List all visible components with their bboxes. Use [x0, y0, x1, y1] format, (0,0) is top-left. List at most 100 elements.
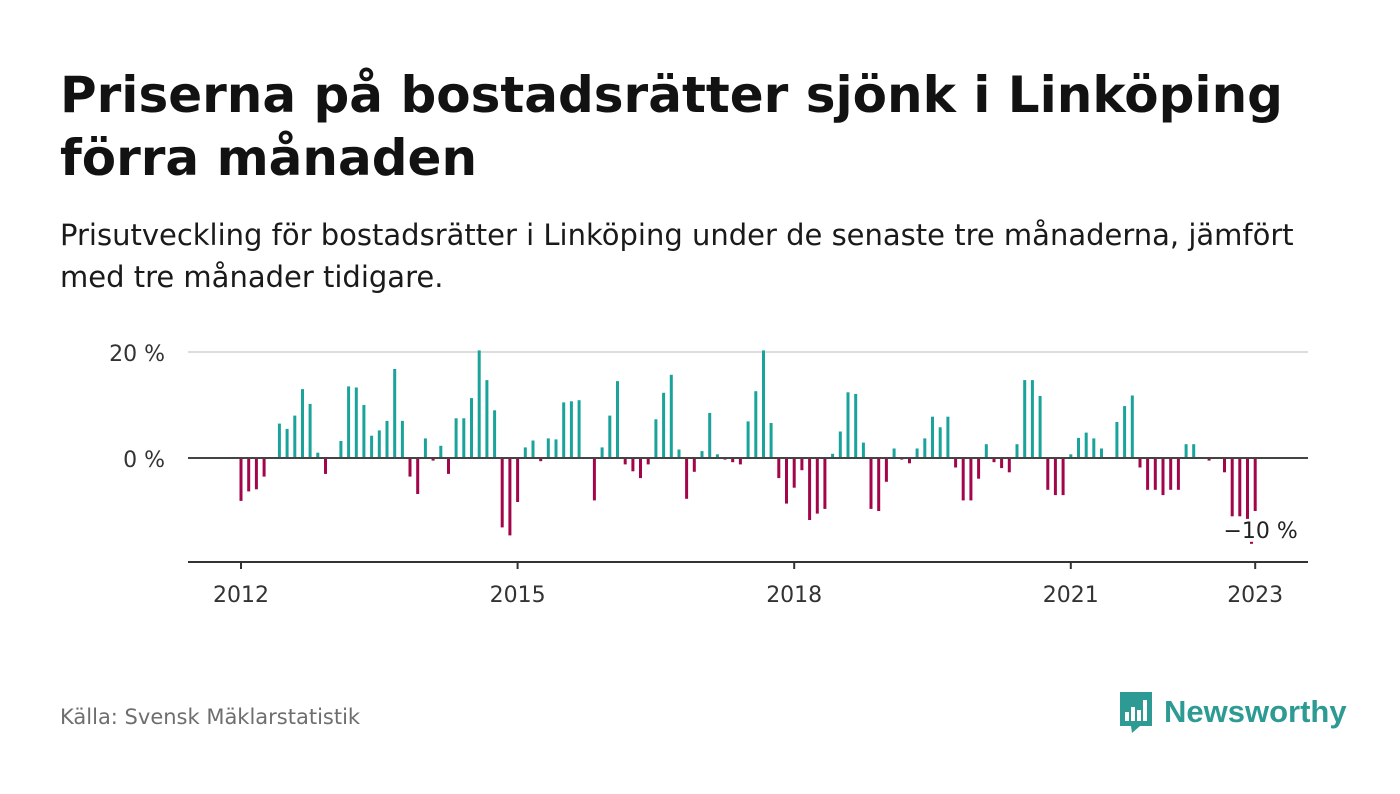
y-tick-label: 20 %	[109, 342, 165, 367]
bar	[769, 423, 773, 458]
bar	[831, 453, 835, 458]
x-tick-label: 2018	[766, 583, 822, 608]
bar	[1007, 458, 1011, 473]
bar	[738, 458, 742, 465]
bar	[592, 458, 596, 501]
bar	[262, 458, 266, 477]
bar	[1077, 437, 1080, 458]
bars	[239, 350, 1257, 536]
bar	[992, 458, 996, 463]
bar	[324, 458, 327, 474]
bar	[477, 350, 481, 458]
bar	[654, 419, 658, 458]
bar	[846, 392, 850, 458]
bar	[408, 458, 412, 477]
bar	[539, 458, 543, 462]
bar	[731, 458, 735, 463]
bar	[285, 428, 289, 458]
y-tick-label: 0 %	[123, 448, 165, 473]
bar	[493, 410, 497, 458]
bar	[423, 438, 427, 458]
bar	[1053, 458, 1057, 496]
bar	[700, 451, 704, 458]
bar	[516, 458, 520, 502]
bar	[454, 418, 458, 459]
bar	[815, 458, 819, 514]
bar	[915, 448, 919, 458]
annotation-label: −10 %	[1224, 519, 1298, 544]
bar	[869, 458, 873, 509]
bar	[715, 454, 719, 458]
bar	[1030, 380, 1034, 458]
bar	[754, 391, 758, 458]
source-credit: Källa: Svensk Mäklarstatistik	[60, 705, 361, 729]
bar	[854, 393, 858, 458]
bar	[354, 387, 358, 458]
bar	[447, 458, 450, 474]
bar	[562, 402, 566, 458]
bar	[1046, 458, 1050, 490]
bar	[746, 421, 750, 458]
bar	[400, 420, 404, 458]
bar	[616, 381, 619, 458]
bar	[1192, 444, 1196, 458]
bar	[662, 392, 666, 458]
annotation: −10 %	[1224, 519, 1298, 544]
bar	[646, 458, 650, 465]
bar	[554, 439, 558, 458]
bar	[1153, 458, 1157, 490]
chart-subtitle: Prisutveckling för bostadsrätter i Linkö…	[60, 218, 1294, 294]
bar	[254, 458, 258, 490]
bar	[385, 420, 389, 458]
bar	[508, 458, 512, 536]
bar	[1146, 458, 1150, 490]
bar	[1207, 458, 1211, 461]
bar	[1138, 458, 1142, 468]
bar	[800, 458, 804, 471]
bar	[984, 444, 988, 458]
bar	[1092, 438, 1096, 458]
bar	[954, 458, 958, 468]
x-tick-label: 2023	[1227, 583, 1283, 608]
bar	[577, 400, 581, 458]
bar	[569, 401, 573, 458]
brand-name: Newsworthy	[1164, 694, 1347, 729]
bar	[1223, 458, 1226, 473]
bar	[600, 447, 604, 458]
bar	[293, 415, 297, 458]
bar	[669, 374, 673, 458]
bar	[523, 447, 527, 458]
bar	[908, 458, 911, 464]
bar	[339, 441, 343, 458]
bar	[308, 403, 312, 458]
bar	[1184, 444, 1188, 458]
bar	[785, 458, 788, 504]
bar	[938, 427, 942, 458]
bar	[877, 458, 881, 511]
bar	[1130, 395, 1134, 458]
x-tick-label: 2012	[213, 583, 269, 608]
bar	[362, 405, 366, 458]
bar	[977, 458, 981, 479]
bar	[623, 458, 627, 465]
bar	[1123, 406, 1127, 458]
bar	[1238, 458, 1242, 517]
x-tick-label: 2015	[490, 583, 546, 608]
bar	[884, 458, 888, 482]
bar	[301, 389, 304, 458]
bar	[692, 458, 696, 472]
bar	[277, 423, 281, 458]
bar	[1000, 458, 1004, 469]
bar	[838, 431, 842, 458]
bar	[1230, 458, 1234, 517]
bar	[439, 445, 443, 458]
bar	[239, 458, 243, 501]
bar	[792, 458, 796, 488]
bar	[377, 430, 381, 458]
bar	[631, 458, 635, 472]
bar	[961, 458, 965, 501]
bar	[393, 369, 397, 458]
bar	[416, 458, 420, 494]
bar	[923, 438, 927, 458]
